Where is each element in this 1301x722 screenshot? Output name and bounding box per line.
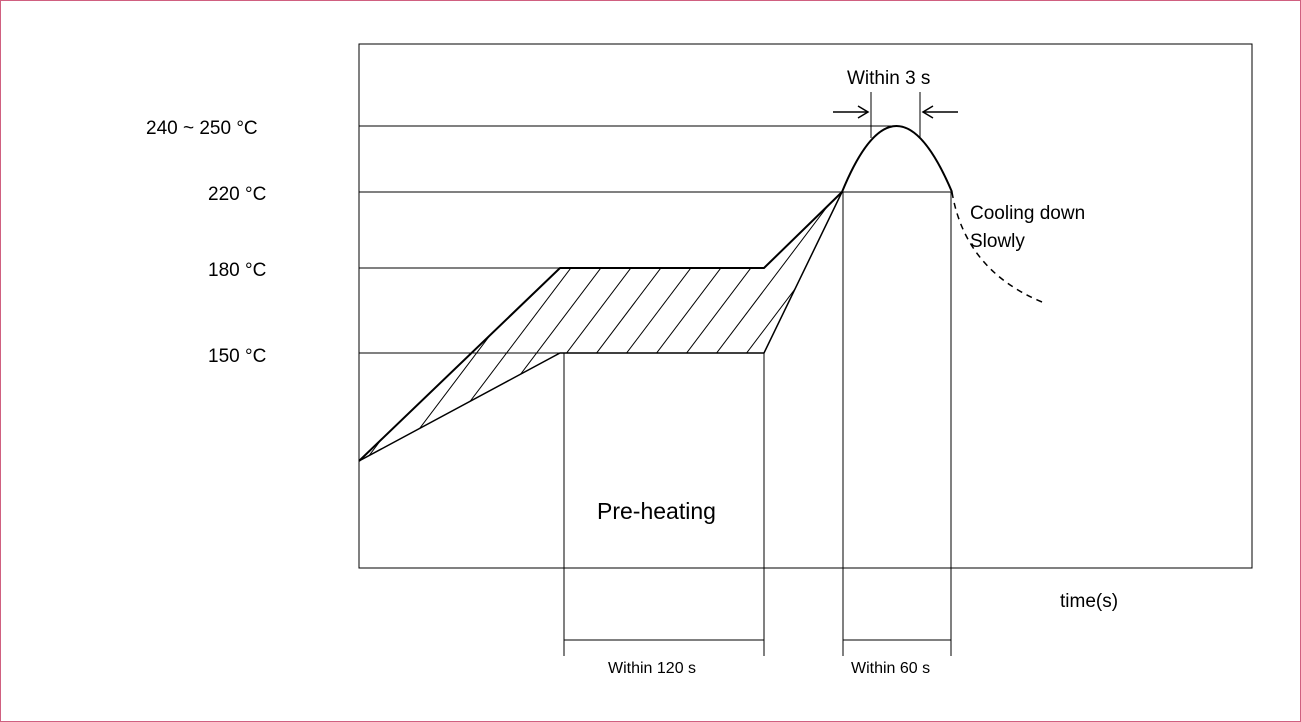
label-180: 180 °C [208, 260, 266, 281]
label-reflow-time: Within 60 s [851, 660, 930, 677]
plot-area [358, 43, 1253, 569]
label-cooling-1: Cooling down [970, 203, 1085, 224]
label-preheating: Pre-heating [597, 498, 716, 524]
arrow-left-icon [921, 105, 958, 119]
label-220: 220 °C [208, 184, 266, 205]
label-peak-time: Within 3 s [847, 68, 930, 89]
peak-curve [841, 125, 953, 193]
arrow-right-icon [833, 105, 870, 119]
upper-profile-curve [358, 191, 843, 462]
label-cooling-2: Slowly [970, 231, 1025, 252]
label-peak-temp: 240 ~ 250 °C [146, 118, 258, 139]
label-150: 150 °C [208, 346, 266, 367]
label-preheat-time: Within 120 s [608, 660, 696, 677]
preheat-hatch [359, 192, 842, 461]
lower-profile-curve [358, 191, 843, 462]
x-axis-label: time(s) [1060, 591, 1118, 612]
